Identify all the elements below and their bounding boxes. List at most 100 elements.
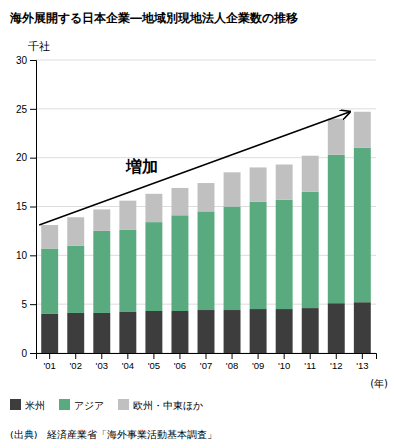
title: 海外展開する日本企業―地域別現地法人企業数の推移 <box>9 11 298 25</box>
tick-mark <box>30 207 36 208</box>
tick-mark <box>75 353 76 359</box>
tick: '03 <box>96 353 108 371</box>
bar <box>93 313 110 353</box>
tick-mark <box>258 353 259 359</box>
tick-label: '12 <box>330 360 342 371</box>
tick: '12 <box>330 353 342 371</box>
tick-mark <box>310 353 311 359</box>
tick-mark <box>30 158 36 159</box>
axis-line <box>37 354 377 360</box>
bar <box>145 311 162 353</box>
tick-label: '11 <box>304 360 316 371</box>
bar <box>41 225 58 248</box>
bar <box>328 155 345 303</box>
bar <box>250 167 267 201</box>
bar <box>354 148 371 302</box>
y-axis: 051015202530 <box>16 55 37 359</box>
bar <box>67 313 84 353</box>
bar <box>328 303 345 353</box>
legend-swatch <box>118 399 129 410</box>
bar <box>119 230 136 312</box>
tick-label: '08 <box>226 360 238 371</box>
bar <box>276 309 293 353</box>
legend-label: 欧州・中東ほか <box>133 400 203 411</box>
bar <box>302 156 319 192</box>
tick-label: 0 <box>21 348 27 359</box>
bar <box>67 217 84 245</box>
tick: '08 <box>226 353 238 371</box>
legend-label: アジア <box>74 400 104 411</box>
bar <box>224 310 241 353</box>
bar <box>302 308 319 353</box>
bar <box>224 207 241 311</box>
bar <box>276 165 293 200</box>
legend-item: アジア <box>59 399 104 411</box>
axis-title: 千社 <box>28 40 50 53</box>
legend: 米州 アジア 欧州・中東ほか <box>10 399 203 411</box>
tick-mark <box>30 60 36 61</box>
tick-mark <box>30 109 36 110</box>
tick: 0 <box>21 348 36 359</box>
bar <box>41 248 58 313</box>
tick-label: 10 <box>16 250 28 261</box>
tick: '09 <box>252 353 264 371</box>
tick: 30 <box>16 55 36 66</box>
bar <box>302 192 319 308</box>
tick: '07 <box>200 353 212 371</box>
bar <box>93 231 110 313</box>
bar <box>119 201 136 230</box>
tick-mark <box>30 304 36 305</box>
grid-line <box>36 60 376 61</box>
bars <box>41 112 371 353</box>
tick-label: '04 <box>122 360 134 371</box>
bar <box>354 302 371 353</box>
tick-mark <box>362 353 363 359</box>
bar <box>198 310 215 353</box>
bar <box>328 119 345 155</box>
tick: '06 <box>174 353 186 371</box>
tick: 25 <box>16 104 36 115</box>
legend-item: 米州 <box>10 399 45 411</box>
tick-mark <box>153 353 154 359</box>
tick-mark <box>101 353 102 359</box>
tick-label: '06 <box>174 360 186 371</box>
grid <box>36 60 376 353</box>
series <box>41 112 371 249</box>
bar <box>119 312 136 353</box>
bar <box>145 222 162 311</box>
series <box>41 148 371 314</box>
bar <box>171 188 188 215</box>
bar <box>198 183 215 211</box>
legend-swatch <box>10 399 21 410</box>
tick-mark <box>49 353 50 359</box>
legend-item: 欧州・中東ほか <box>118 399 203 411</box>
tick-label: '10 <box>278 360 290 371</box>
tick-label: '05 <box>148 360 160 371</box>
axis-line <box>30 61 37 354</box>
tick: '13 <box>356 353 368 371</box>
tick-mark <box>30 255 36 256</box>
annotation: 増加 <box>125 157 158 176</box>
tick: '05 <box>148 353 160 371</box>
bar <box>145 194 162 222</box>
bar <box>171 215 188 311</box>
tick-mark <box>127 353 128 359</box>
tick-mark <box>336 353 337 359</box>
tick-mark <box>206 353 207 359</box>
tick: 20 <box>16 152 36 163</box>
tick: '02 <box>70 353 82 371</box>
x-axis: '01 '02 '03 '04 '05 '06 '07 '08 '09 '10 '11 '12 '13 <box>37 353 377 371</box>
bar <box>250 202 267 309</box>
tick-mark <box>232 353 233 359</box>
chart: 051015202530'01'02'03'04'05'06'07'08'09'… <box>0 0 394 448</box>
tick-label: '01 <box>43 360 55 371</box>
tick-mark <box>179 353 180 359</box>
arrow <box>39 112 350 225</box>
bar <box>224 172 241 206</box>
bar <box>171 311 188 353</box>
tick: '01 <box>43 353 55 371</box>
tick: '04 <box>122 353 134 371</box>
tick-label: 15 <box>16 201 28 212</box>
bar <box>276 200 293 309</box>
tick-mark <box>284 353 285 359</box>
